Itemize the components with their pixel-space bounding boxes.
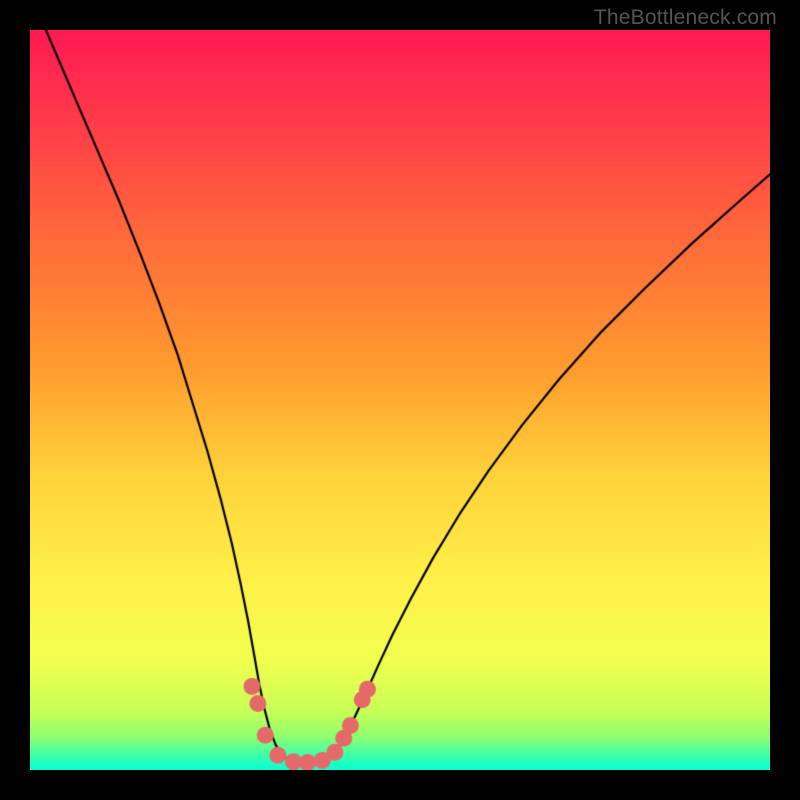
bottleneck-curve bbox=[30, 30, 770, 770]
plot-area bbox=[30, 30, 770, 770]
watermark-text: TheBottleneck.com bbox=[594, 6, 777, 30]
chart-stage: TheBottleneck.com bbox=[0, 0, 800, 800]
